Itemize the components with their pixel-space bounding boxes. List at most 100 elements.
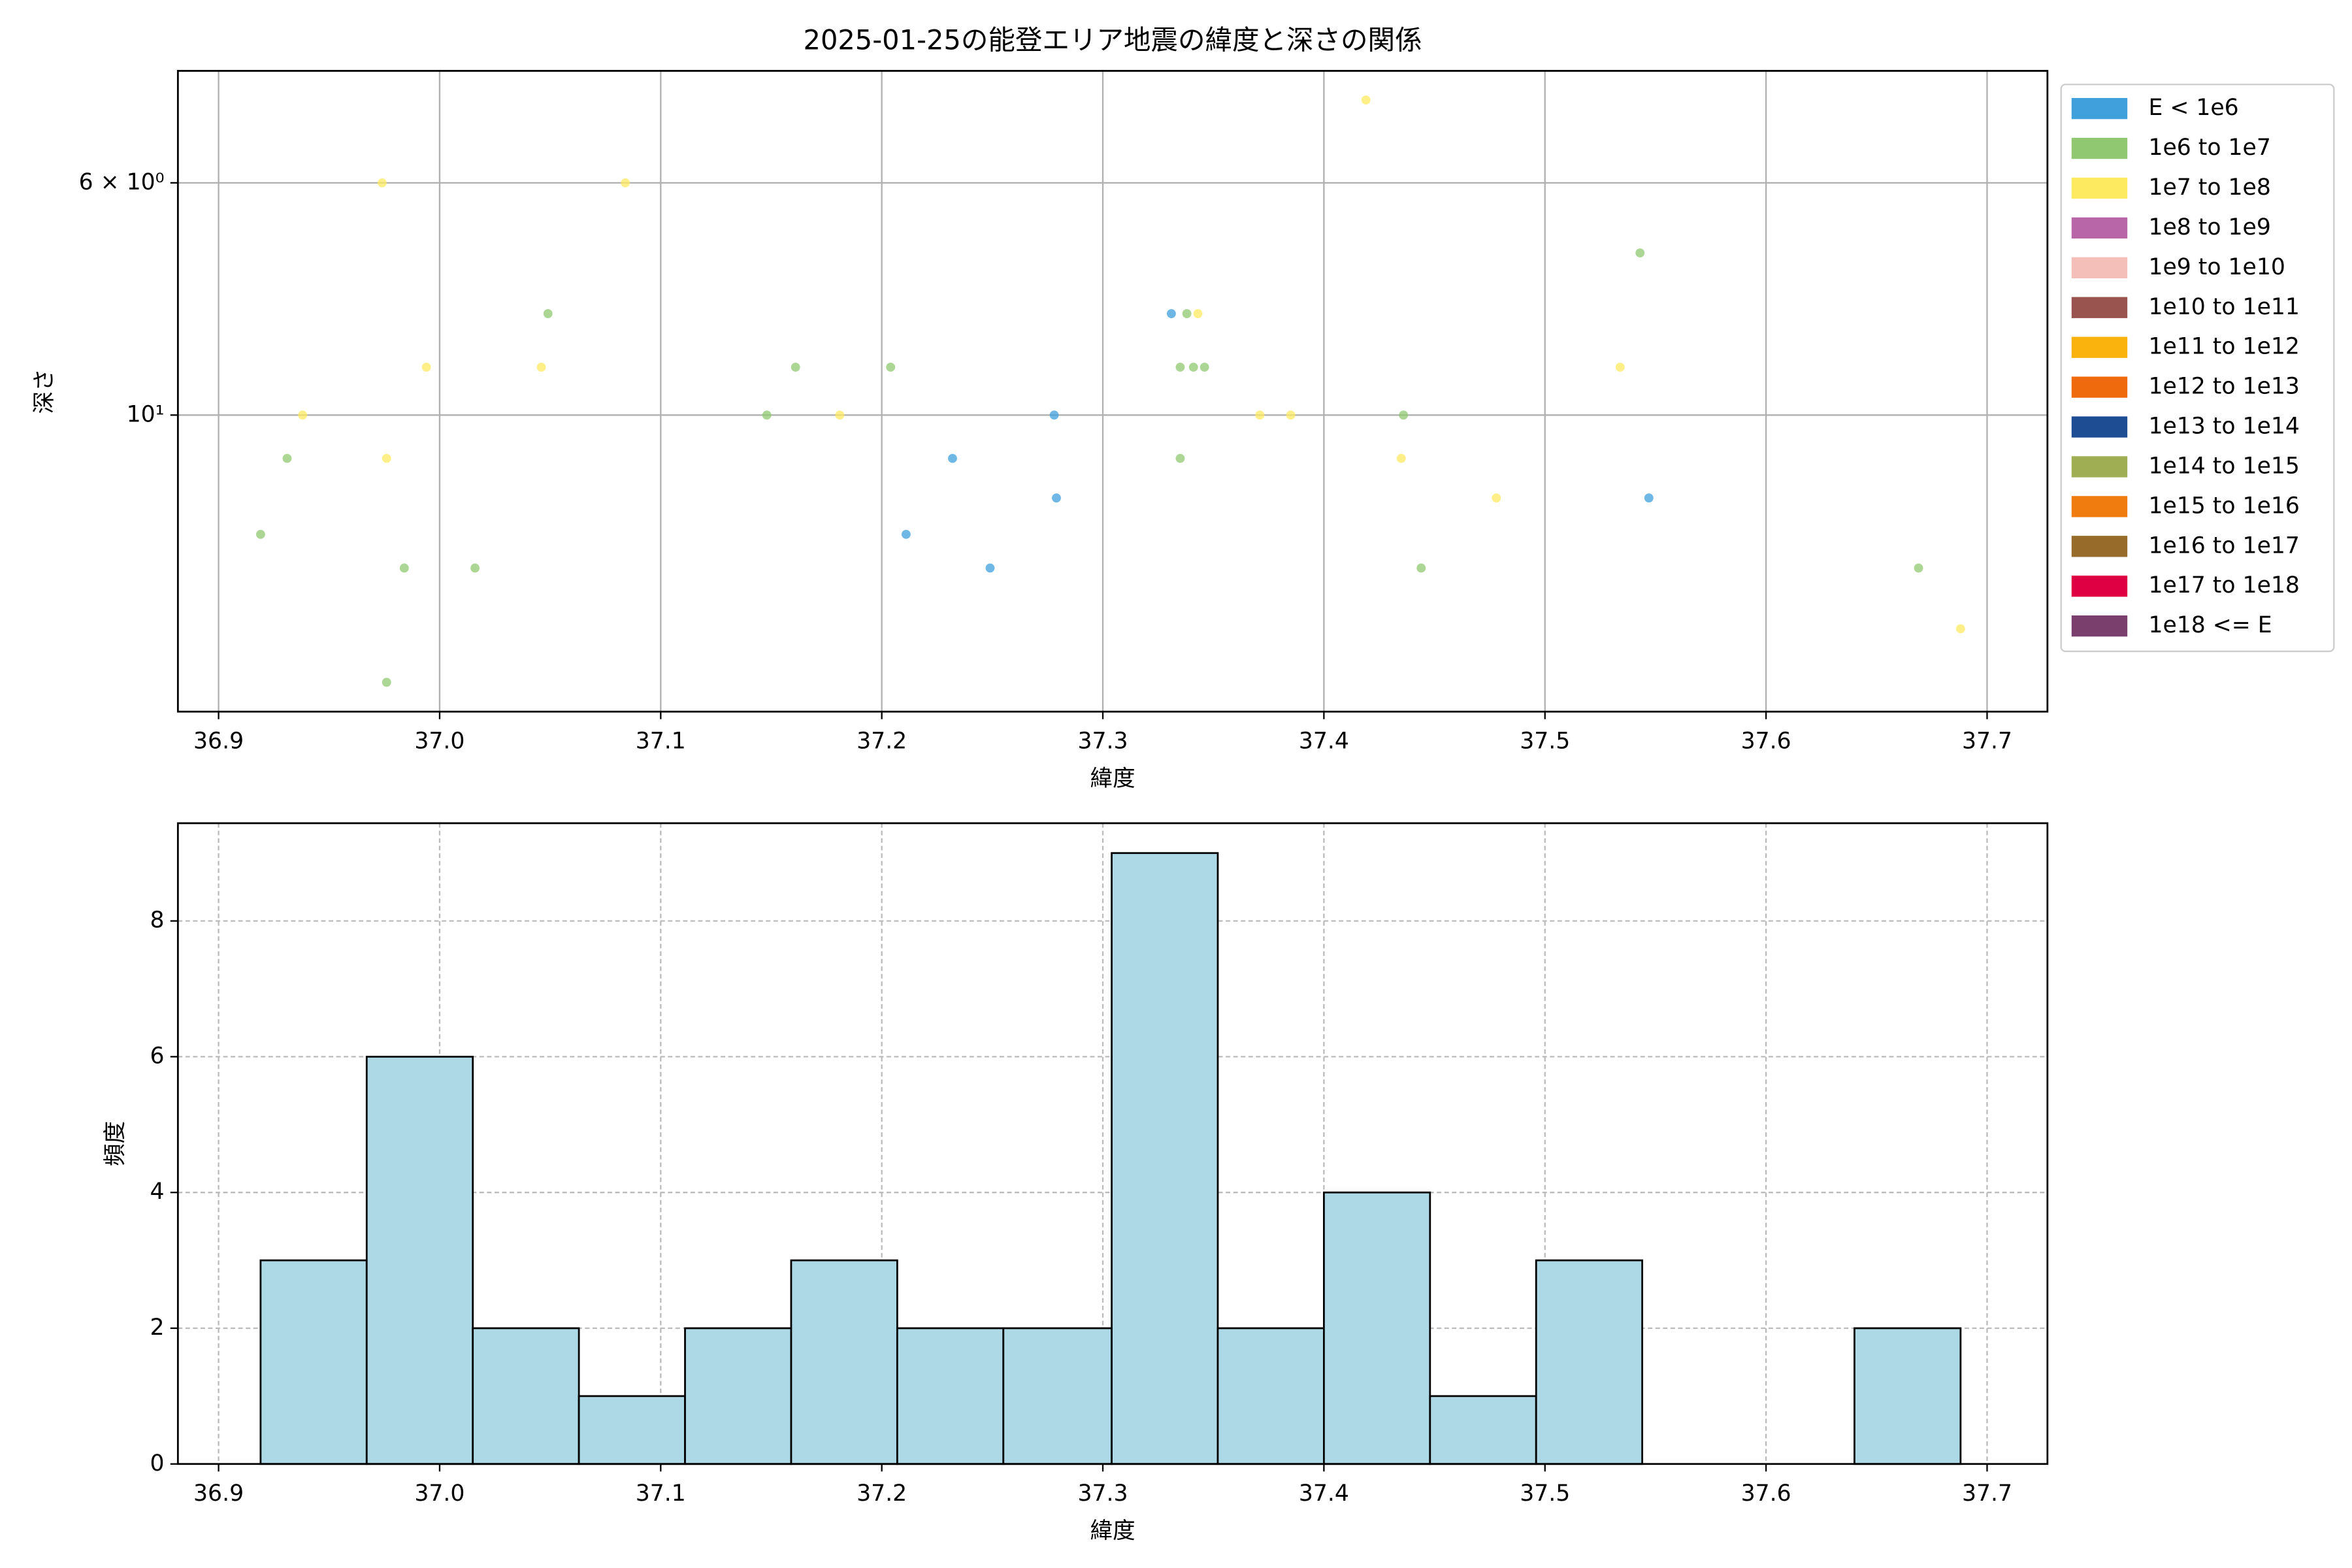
- legend-label: 1e14 to 1e15: [2148, 453, 2299, 479]
- point: [1644, 493, 1654, 503]
- legend-swatch: [2071, 257, 2128, 278]
- y-axis-label: 深さ: [31, 368, 57, 414]
- point: [255, 529, 265, 539]
- bar: [1854, 1327, 1962, 1465]
- x-tick-label: 37.3: [1077, 728, 1128, 754]
- legend-label: 1e13 to 1e14: [2148, 414, 2299, 440]
- point: [1200, 363, 1209, 372]
- point: [1492, 493, 1501, 503]
- bar: [896, 1327, 1005, 1465]
- bar: [472, 1327, 580, 1465]
- point: [282, 453, 292, 463]
- point: [382, 678, 391, 687]
- axes-frame: [176, 70, 2049, 713]
- bar: [684, 1327, 792, 1465]
- legend-swatch: [2071, 177, 2128, 199]
- point: [470, 563, 480, 573]
- point: [1255, 410, 1265, 420]
- legend-label: 1e6 to 1e7: [2148, 135, 2270, 161]
- legend-swatch: [2071, 576, 2128, 597]
- x-tick-label: 37.6: [1741, 728, 1791, 754]
- y-tick-label: 6 × 10⁰: [79, 169, 165, 195]
- y-tick-label: 0: [150, 1450, 165, 1477]
- legend-label: 1e17 to 1e18: [2148, 572, 2299, 598]
- bar: [1429, 1395, 1537, 1465]
- point: [1166, 309, 1176, 318]
- point: [1188, 363, 1198, 372]
- bar: [1002, 1327, 1113, 1465]
- point: [1396, 453, 1406, 463]
- point: [1175, 453, 1185, 463]
- point: [378, 178, 387, 188]
- legend-swatch: [2071, 456, 2128, 478]
- legend-label: E < 1e6: [2148, 95, 2238, 121]
- x-tick-label: 37.0: [414, 1480, 465, 1507]
- x-tick-label: 37.1: [636, 728, 686, 754]
- legend-swatch: [2071, 217, 2128, 239]
- y-tick-label: 8: [150, 907, 165, 934]
- legend-swatch: [2071, 336, 2128, 358]
- point: [1361, 95, 1371, 105]
- x-tick-label: 37.5: [1520, 728, 1570, 754]
- bar: [578, 1395, 686, 1465]
- point: [536, 363, 546, 372]
- legend-label: 1e10 to 1e11: [2148, 294, 2299, 320]
- point: [886, 363, 896, 372]
- axes-frame: [176, 822, 2049, 1465]
- point: [1182, 309, 1192, 318]
- bar: [790, 1259, 898, 1465]
- legend-label: 1e7 to 1e8: [2148, 174, 2270, 201]
- x-tick-label: 37.5: [1520, 1480, 1570, 1507]
- point: [1049, 410, 1059, 420]
- legend-label: 1e18 <= E: [2148, 612, 2272, 638]
- legend-swatch: [2071, 297, 2128, 318]
- x-axis-label: 緯度: [1090, 766, 1135, 792]
- bar: [1111, 852, 1219, 1465]
- x-tick-label: 36.9: [193, 1480, 244, 1507]
- x-tick-label: 37.2: [857, 728, 907, 754]
- y-tick-label: 4: [150, 1179, 165, 1205]
- x-axis-label: 緯度: [1090, 1518, 1135, 1544]
- point: [298, 410, 308, 420]
- bar: [1217, 1327, 1325, 1465]
- point: [1193, 309, 1203, 318]
- y-tick-label: 10¹: [127, 401, 165, 427]
- point: [1914, 563, 1923, 573]
- x-tick-label: 37.4: [1299, 1480, 1349, 1507]
- y-tick-label: 2: [150, 1315, 165, 1341]
- bar: [1322, 1191, 1431, 1465]
- bar: [365, 1056, 474, 1465]
- legend-label: 1e8 to 1e9: [2148, 214, 2270, 240]
- legend-label: 1e11 to 1e12: [2148, 334, 2299, 360]
- point: [1955, 624, 1965, 634]
- chart-title: 2025-01-25の能登エリア地震の緯度と深さの関係: [804, 24, 1422, 56]
- point: [421, 363, 431, 372]
- legend-swatch: [2071, 536, 2128, 557]
- legend-label: 1e12 to 1e13: [2148, 374, 2299, 400]
- x-tick-label: 37.1: [636, 1480, 686, 1507]
- point: [399, 563, 409, 573]
- point: [985, 563, 995, 573]
- y-axis-label: 頻度: [103, 1121, 129, 1166]
- point: [901, 529, 911, 539]
- legend-swatch: [2071, 615, 2128, 637]
- legend-swatch: [2071, 416, 2128, 438]
- legend-label: 1e15 to 1e16: [2148, 493, 2299, 519]
- legend-swatch: [2071, 98, 2128, 120]
- x-tick-label: 37.7: [1962, 728, 2012, 754]
- point: [1399, 410, 1409, 420]
- point: [1052, 493, 1061, 503]
- legend-label: 1e9 to 1e10: [2148, 254, 2285, 280]
- point: [762, 410, 772, 420]
- legend-swatch: [2071, 376, 2128, 398]
- legend-swatch: [2071, 137, 2128, 159]
- x-tick-label: 37.7: [1962, 1480, 2012, 1507]
- x-tick-label: 37.4: [1299, 728, 1349, 754]
- point: [1635, 248, 1645, 258]
- point: [1175, 363, 1185, 372]
- bar: [1535, 1259, 1644, 1465]
- x-tick-label: 37.6: [1741, 1480, 1791, 1507]
- point: [543, 309, 553, 318]
- point: [621, 178, 630, 188]
